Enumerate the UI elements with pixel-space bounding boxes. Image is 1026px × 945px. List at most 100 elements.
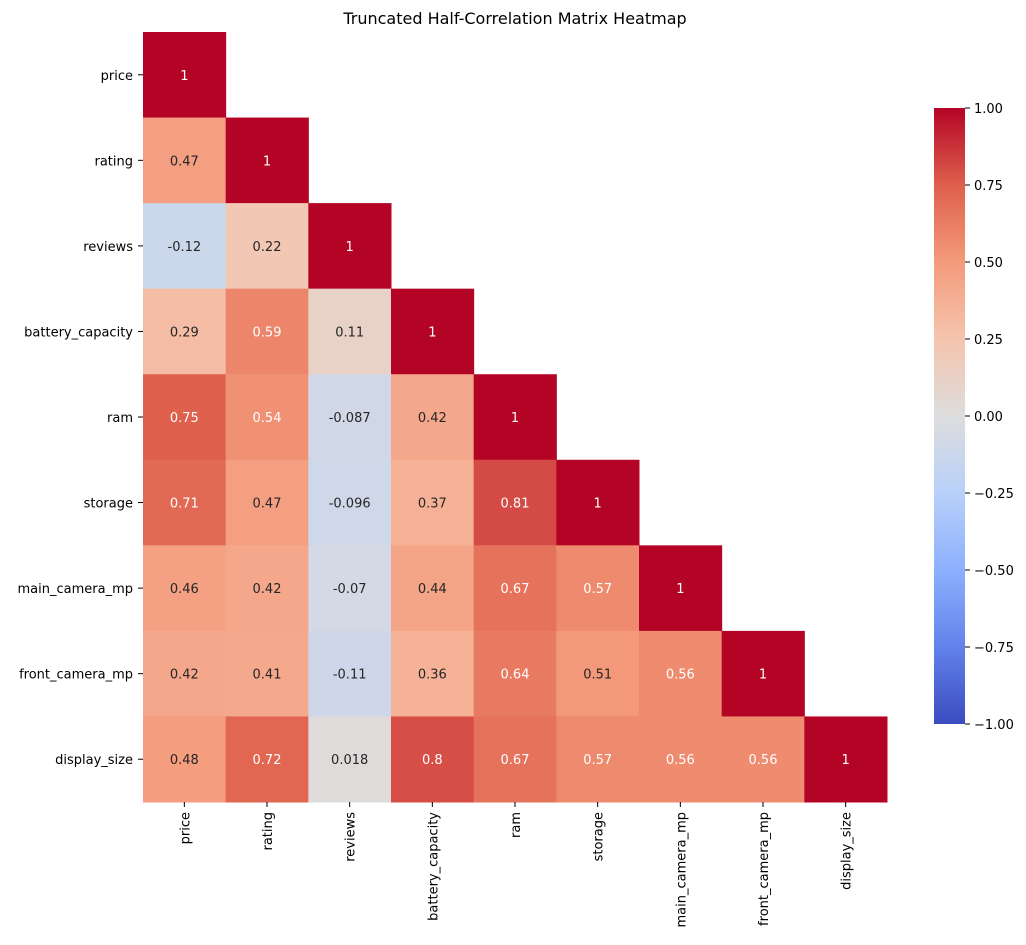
x-tick-label: display_size xyxy=(840,812,855,890)
cell-annotation: -0.096 xyxy=(329,497,371,512)
heatmap-cell xyxy=(556,459,640,546)
colorbar-tick-label: 0.75 xyxy=(974,179,1003,194)
heatmap-cell xyxy=(391,459,475,546)
cell-annotation: 0.47 xyxy=(253,497,282,512)
cell-annotation: 0.57 xyxy=(583,753,612,768)
cell-annotation: 0.59 xyxy=(253,325,282,340)
cell-annotation: 0.56 xyxy=(749,753,778,768)
heatmap-cell xyxy=(721,716,805,803)
heatmap-cell xyxy=(225,203,309,290)
cell-annotation: 1 xyxy=(180,69,188,84)
heatmap-cell xyxy=(143,716,227,803)
cell-annotation: -0.11 xyxy=(333,668,367,683)
colorbar-tick-label: 0.25 xyxy=(974,333,1003,348)
heatmap-cell xyxy=(308,459,392,546)
cell-annotation: 0.51 xyxy=(583,668,612,683)
cell-annotation: 1 xyxy=(676,582,684,597)
cell-annotation: 0.42 xyxy=(418,411,447,426)
heatmap-cell xyxy=(308,374,392,461)
y-tick-label: battery_capacity xyxy=(24,325,133,340)
colorbar-tick-label: −0.50 xyxy=(974,564,1014,579)
heatmap-cell xyxy=(143,630,227,717)
heatmap-cell xyxy=(143,117,227,204)
heatmap-cell xyxy=(804,716,888,803)
y-tick-label: display_size xyxy=(55,753,133,768)
y-tick-label: main_camera_mp xyxy=(18,582,133,597)
cell-annotation: 0.37 xyxy=(418,497,447,512)
colorbar-tick-label: −0.75 xyxy=(974,641,1014,656)
chart-title: Truncated Half-Correlation Matrix Heatma… xyxy=(342,9,686,28)
heatmap-cell xyxy=(143,459,227,546)
colorbar-tick-label: 0.00 xyxy=(974,410,1003,425)
colorbar-tick-label: −0.25 xyxy=(974,487,1014,502)
cell-annotation: 1 xyxy=(594,497,602,512)
cell-annotation: 0.018 xyxy=(331,753,368,768)
cell-annotation: 0.81 xyxy=(501,497,530,512)
cell-annotation: 0.22 xyxy=(253,240,282,255)
y-tick-label: front_camera_mp xyxy=(19,668,133,683)
cell-annotation: 0.72 xyxy=(253,753,282,768)
heatmap-cell xyxy=(225,545,309,632)
cell-annotation: 0.56 xyxy=(666,753,695,768)
cell-annotation: 0.36 xyxy=(418,668,447,683)
cell-annotation: 1 xyxy=(511,411,519,426)
cell-annotation: 0.64 xyxy=(501,668,530,683)
heatmap-cell xyxy=(225,288,309,375)
x-tick-label: ram xyxy=(509,812,524,838)
heatmap-cell xyxy=(143,545,227,632)
cell-annotation: 0.8 xyxy=(422,753,443,768)
cell-annotation: 0.56 xyxy=(666,668,695,683)
x-tick-label: main_camera_mp xyxy=(674,812,689,927)
heatmap-cell xyxy=(225,630,309,717)
cell-annotation: 1 xyxy=(263,154,271,169)
x-tick-label: reviews xyxy=(344,812,359,862)
x-tick-label: battery_capacity xyxy=(426,812,441,921)
heatmap-cell xyxy=(473,716,557,803)
heatmap-cell xyxy=(391,716,475,803)
colorbar-tick-label: 1.00 xyxy=(974,102,1003,117)
heatmap-cell xyxy=(308,630,392,717)
cell-annotation: 0.57 xyxy=(583,582,612,597)
cell-annotation: 0.11 xyxy=(335,325,364,340)
cell-annotation: 1 xyxy=(759,668,767,683)
heatmap-cell xyxy=(391,374,475,461)
heatmap-cell xyxy=(473,545,557,632)
y-tick-label: reviews xyxy=(83,240,133,255)
heatmap-cell xyxy=(308,203,392,290)
colorbar-gradient xyxy=(934,108,965,724)
cell-annotation: 0.75 xyxy=(170,411,199,426)
heatmap-cell xyxy=(556,630,640,717)
cell-annotation: -0.07 xyxy=(333,582,367,597)
cell-annotation: 0.67 xyxy=(501,753,530,768)
heatmap-cell xyxy=(391,545,475,632)
heatmap-cell xyxy=(225,374,309,461)
x-tick-label: price xyxy=(178,812,193,844)
cell-annotation: 1 xyxy=(346,240,354,255)
x-tick-label: storage xyxy=(592,812,607,861)
column-labels: price rating reviews battery_capacity ram sto… xyxy=(178,802,855,927)
cell-annotation: 0.42 xyxy=(170,668,199,683)
heatmap-cell xyxy=(473,630,557,717)
heatmap-cell xyxy=(308,545,392,632)
y-tick-label: ram xyxy=(107,411,133,426)
heatmap-cell xyxy=(143,374,227,461)
cell-annotation: 0.54 xyxy=(253,411,282,426)
heatmap-cell xyxy=(473,459,557,546)
heatmap-cell xyxy=(225,117,309,204)
heatmap-cell xyxy=(556,716,640,803)
heatmap-cell xyxy=(308,716,392,803)
cell-annotation: -0.087 xyxy=(329,411,371,426)
cell-annotation: 0.48 xyxy=(170,753,199,768)
colorbar-tick-label: 0.50 xyxy=(974,256,1003,271)
heatmap-cell xyxy=(473,374,557,461)
cell-annotation: 1 xyxy=(842,753,850,768)
cell-annotation: 0.47 xyxy=(170,154,199,169)
heatmap-cell xyxy=(391,630,475,717)
x-tick-label: front_camera_mp xyxy=(757,812,772,926)
heatmap-cell xyxy=(391,288,475,375)
heatmap-cell xyxy=(225,459,309,546)
cell-annotation: 0.67 xyxy=(501,582,530,597)
cell-annotation: 1 xyxy=(428,325,436,340)
